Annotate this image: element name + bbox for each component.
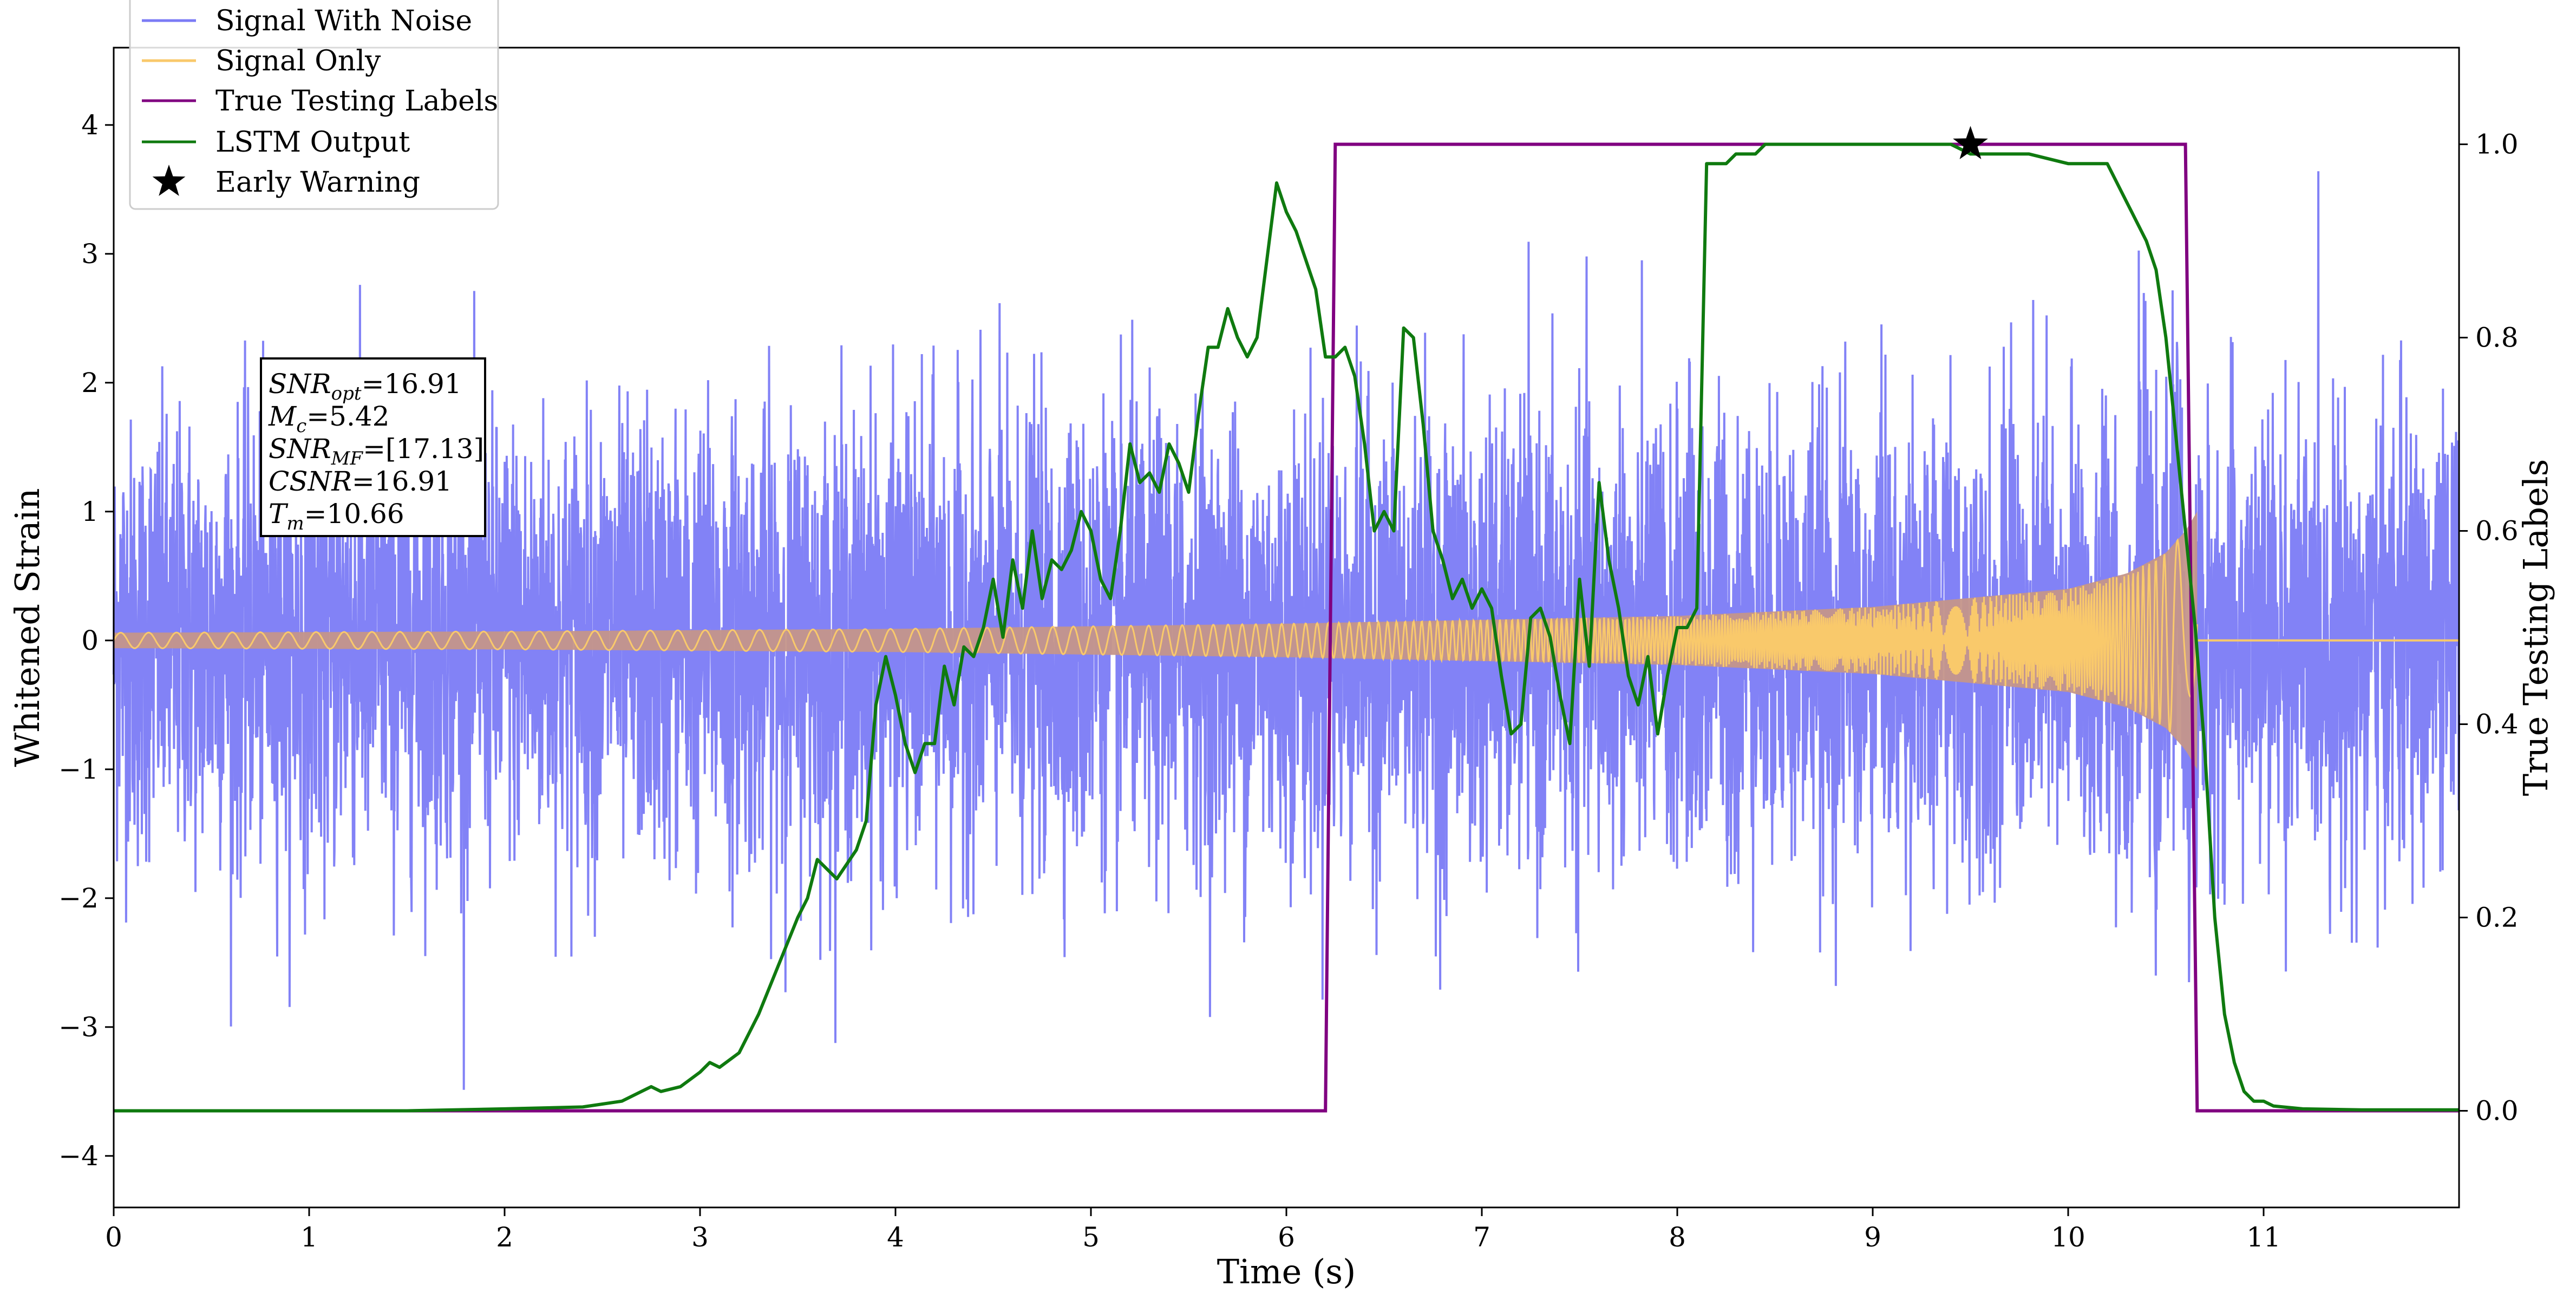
early-warning-star-icon (1953, 126, 1988, 159)
x-tick-label: 10 (2051, 1222, 2085, 1253)
annotation-box-frame (260, 357, 486, 537)
y-left-axis-ticks: −4 −3 −2 −1 0 1 2 3 4 (58, 109, 114, 1172)
y-right-tick-label: 1.0 (2475, 129, 2519, 160)
legend-label-early-warning: Early Warning (215, 166, 420, 199)
annotation-snr-mf: SNRMF=[17.13] (269, 433, 484, 469)
signal-only-line (113, 538, 2198, 733)
legend: Signal With Noise Signal Only True Testi… (129, 0, 499, 210)
x-tick-label: 6 (1278, 1222, 1295, 1253)
lstm-output-series (114, 142, 2459, 1113)
y-right-tick-label: 0.4 (2475, 709, 2519, 740)
y-left-tick-label: 2 (81, 367, 99, 399)
legend-swatch-early-warning-star-icon (152, 165, 186, 196)
y-right-tick-label: 0.8 (2475, 322, 2519, 354)
legend-item-signal-with-noise: Signal With Noise (142, 5, 472, 37)
early-warning-markers (1953, 126, 1988, 159)
x-tick-label: 1 (300, 1222, 318, 1253)
y-left-tick-label: 0 (81, 625, 99, 656)
legend-label-true-testing-labels: True Testing Labels (215, 85, 498, 117)
y-left-tick-label: 1 (81, 496, 99, 527)
y-right-axis-title: True Testing Labels (2516, 459, 2555, 796)
x-tick-label: 4 (887, 1222, 904, 1253)
x-axis-title: Time (s) (1217, 1252, 1356, 1291)
y-left-axis-title: Whitened Strain (8, 488, 47, 767)
y-left-tick-label: −4 (58, 1140, 99, 1172)
y-right-tick-label: 0.2 (2475, 902, 2519, 933)
y-left-tick-label: −3 (58, 1011, 99, 1043)
legend-item-true-testing-labels: True Testing Labels (142, 85, 498, 117)
x-axis-ticks: 0 1 2 3 4 5 6 7 8 9 10 11 (105, 1207, 2281, 1253)
annotation-snr-opt: SNRopt=16.91 (269, 368, 462, 404)
x-tick-label: 8 (1669, 1222, 1686, 1253)
annotation-box: SNRopt=16.91 Mc=5.42 SNRMF=[17.13] CSNR=… (260, 357, 486, 537)
true-testing-labels-series (114, 142, 2459, 1113)
legend-frame (129, 0, 499, 210)
legend-item-early-warning: Early Warning (152, 165, 420, 199)
x-tick-label: 5 (1082, 1222, 1100, 1253)
y-right-tick-label: 0.6 (2475, 515, 2519, 547)
annotation-mc: Mc=5.42 (268, 401, 389, 437)
annotation-csnr: CSNR=16.91 (269, 466, 452, 497)
legend-label-signal-with-noise: Signal With Noise (215, 5, 472, 37)
y-left-tick-label: −1 (58, 754, 99, 785)
true-testing-labels-line (114, 142, 2459, 1113)
y-left-tick-label: −2 (58, 883, 99, 914)
legend-item-signal-only: Signal Only (142, 45, 381, 77)
y-right-tick-label: 0.0 (2475, 1095, 2519, 1127)
x-tick-label: 3 (691, 1222, 709, 1253)
x-tick-label: 11 (2246, 1222, 2281, 1253)
y-right-axis-ticks: 0.0 0.2 0.4 0.6 0.8 1.0 (2459, 129, 2519, 1127)
annotation-tm: Tm=10.66 (269, 498, 404, 534)
lstm-output-line (114, 142, 2459, 1113)
x-tick-label: 2 (496, 1222, 513, 1253)
x-tick-label: 0 (105, 1222, 122, 1253)
y-left-tick-label: 3 (81, 238, 99, 270)
y-left-tick-label: 4 (81, 109, 99, 141)
signal-only-series (113, 511, 2459, 769)
signal-only-band (114, 511, 2198, 769)
legend-label-signal-only: Signal Only (215, 45, 381, 77)
x-tick-label: 9 (1864, 1222, 1881, 1253)
x-tick-label: 7 (1473, 1222, 1490, 1253)
legend-item-lstm-output: LSTM Output (142, 126, 410, 159)
legend-label-lstm-output: LSTM Output (215, 126, 410, 159)
